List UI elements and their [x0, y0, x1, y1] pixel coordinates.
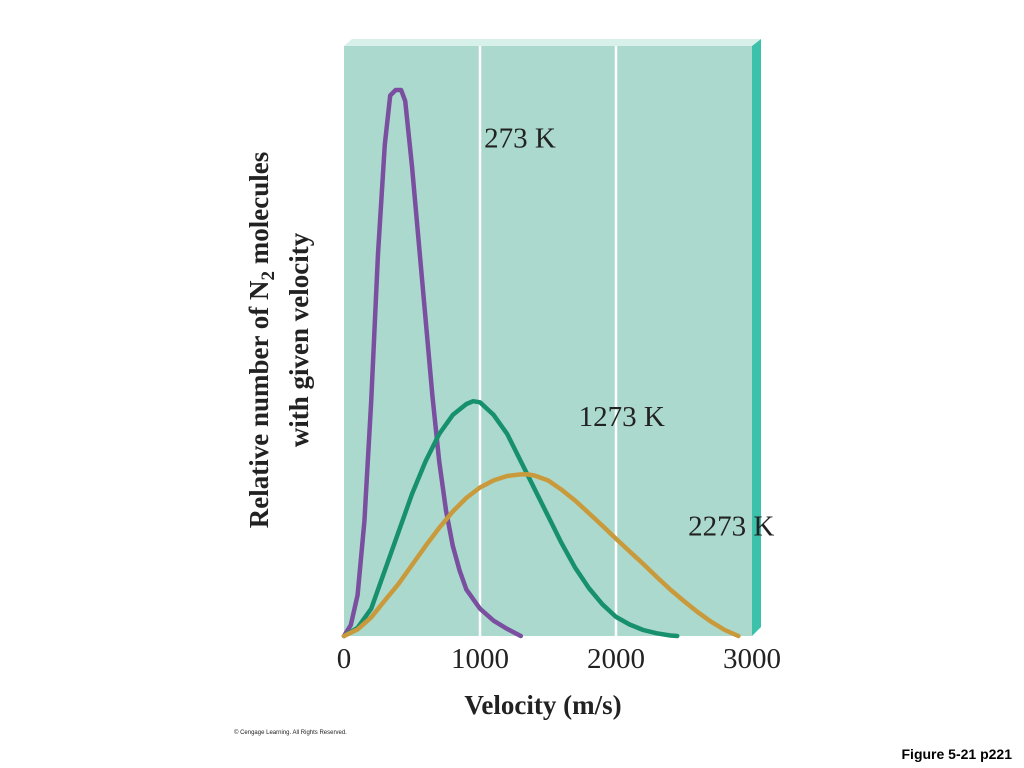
- x-tick-labels: 0 1000 2000 3000: [337, 643, 781, 675]
- series-label-2273-k: 2273 K: [688, 511, 774, 543]
- series-label-273-k: 273 K: [484, 122, 556, 154]
- y-axis-title-pre: Relative number of N: [244, 280, 274, 528]
- plot-area: [344, 46, 752, 636]
- panel-side-edge: [752, 39, 761, 636]
- x-tick-label-3000: 3000: [723, 643, 781, 675]
- series-lines: [341, 87, 741, 639]
- x-tick-label-1000: 1000: [451, 643, 509, 675]
- figure-label: Figure 5-21 p221: [901, 746, 1013, 762]
- x-axis-title: Velocity (m/s): [464, 690, 621, 720]
- series-labels: 273 K 1273 K 2273 K: [484, 122, 774, 542]
- x-tick-label-2000: 2000: [587, 643, 645, 675]
- series-line-273-k: [341, 87, 524, 639]
- y-axis-title-line-2: with given velocity: [284, 232, 314, 447]
- series-label-1273-k: 1273 K: [579, 401, 665, 433]
- series-line-2273-k: [341, 472, 741, 639]
- y-axis-title-line-1: Relative number of N2 molecules: [244, 152, 279, 528]
- panel-top-edge: [344, 39, 761, 46]
- x-tick-label-0: 0: [337, 643, 352, 675]
- copyright-notice: © Cengage Learning. All Rights Reserved.: [234, 730, 347, 736]
- series-line-1273-k: [341, 398, 680, 639]
- y-axis-title-post: molecules: [244, 152, 274, 271]
- y-axis-title-subscript: 2: [258, 271, 279, 281]
